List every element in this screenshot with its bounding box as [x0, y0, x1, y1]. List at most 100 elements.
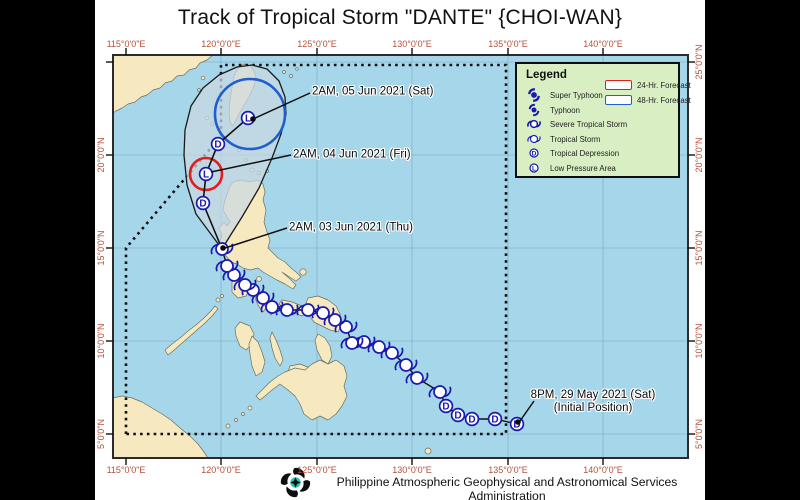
forecast-label: 48-Hr. Forecast: [637, 95, 691, 105]
annotation-fcst-24hr: 2AM, 04 Jun 2021 (Fri): [293, 148, 411, 161]
legend-item-tropical-storm: Tropical Storm: [517, 131, 677, 146]
cebu: [269, 331, 284, 367]
par-dotted-line: [124, 63, 508, 436]
legend-item-typhoon: Typhoon: [517, 103, 677, 117]
legend-forecast-24hr: 24-Hr. Forecast: [605, 80, 691, 92]
legend-item-tropical-depression: Tropical Depression: [517, 146, 677, 160]
svg-text:D: D: [214, 140, 221, 151]
low-pressure-area-icon: [529, 162, 539, 173]
forecast-circles: [188, 77, 287, 192]
axis-label: 15°0'0"N: [694, 230, 704, 266]
palawan: [164, 305, 219, 356]
axis-label: 135°0'0"E: [488, 39, 528, 49]
mindanao: [255, 359, 348, 421]
forecast-circle-24hr: [188, 156, 224, 192]
track-point-d-symbol: D: [487, 411, 503, 427]
track-point-d-symbol: D: [464, 411, 480, 427]
sulu-island: [234, 418, 238, 422]
axis-label: 115°0'0"E: [106, 465, 146, 475]
axis-label: 5°0'0"N: [694, 418, 704, 450]
axis-label: 120°0'0"E: [201, 39, 241, 49]
axis-label: 15°0'0"N: [96, 230, 106, 266]
axis-label: 20°0'0"N: [96, 137, 106, 173]
svg-text:D: D: [491, 415, 498, 426]
axis-label: 130°0'0"E: [392, 39, 432, 49]
leader-line-fcst-48hr: [252, 92, 311, 120]
axis-label: 140°0'0"E: [583, 465, 623, 475]
legend-title: Legend: [526, 69, 567, 81]
super-typhoon-icon: [528, 88, 540, 102]
sulu-island: [247, 405, 253, 411]
tropical-depression-icon: [529, 148, 539, 158]
legend-item-super-typhoon: Super Typhoon: [517, 88, 677, 102]
leader-line-landfall: [224, 227, 288, 249]
axis-label: 130°0'0"E: [392, 465, 432, 475]
axis-label: 25°0'0"N: [694, 44, 704, 80]
svg-text:D: D: [442, 402, 449, 413]
annotation-leader-lines: [210, 92, 535, 422]
svg-text:D: D: [468, 415, 475, 426]
axis-ticks: [106, 48, 695, 465]
legend-item-label: Low Pressure Area: [550, 163, 616, 173]
axis-label: 140°0'0"E: [583, 39, 623, 49]
track-point-d-symbol: D: [438, 398, 454, 414]
par-boundary: [124, 63, 508, 436]
annotation-landfall: 2AM, 03 Jun 2021 (Thu): [289, 221, 414, 234]
legend-item-label: Tropical Storm: [550, 134, 601, 144]
agency-name: Philippine Atmospheric Geophysical and A…: [336, 475, 678, 500]
ryukyu-island: [282, 70, 286, 74]
negros: [248, 335, 266, 377]
sulu-island: [241, 412, 245, 416]
legend-item-severe-tropical-storm: Severe Tropical Storm: [517, 117, 677, 131]
coastal-island: [197, 88, 201, 92]
legend-item-label: Severe Tropical Storm: [550, 120, 628, 129]
pagasa-logo-icon: [280, 467, 311, 498]
axis-label: 120°0'0"E: [201, 465, 241, 475]
typhoon-icon: [528, 103, 540, 116]
legend-item-label: Super Typhoon: [550, 91, 603, 100]
forecast-swatch-icon: [605, 94, 632, 105]
footer: Philippine Atmospheric Geophysical and A…: [95, 466, 705, 500]
legend-item-low-pressure-area: Low Pressure Area: [517, 161, 677, 175]
forecast-label: 24-Hr. Forecast: [637, 81, 691, 90]
track-position-dot: [220, 245, 226, 251]
forecast-swatch-icon: [605, 80, 632, 90]
marinduque: [256, 276, 262, 282]
catanduanes: [299, 268, 307, 276]
axis-label: 5°0'0"N: [96, 418, 106, 450]
leader-line-initial: [519, 400, 535, 422]
axis-label: 115°0'0"E: [106, 39, 146, 49]
calamian-island: [220, 294, 224, 298]
track-point-d-symbol: D: [450, 407, 466, 423]
svg-text:L: L: [203, 170, 209, 181]
ryukyu-island: [295, 67, 299, 71]
axis-label: 125°0'0"E: [297, 465, 337, 475]
axis-label: 10°0'0"N: [694, 323, 704, 359]
svg-text:L: L: [245, 114, 251, 125]
page-title: Track of Tropical Storm "DANTE" {CHOI-WA…: [177, 6, 623, 29]
legend-forecast-48hr: 48-Hr. Forecast: [605, 94, 691, 107]
legend-item-label: Tropical Depression: [550, 149, 620, 158]
svg-text:D: D: [454, 411, 461, 422]
axis-label: 125°0'0"E: [297, 39, 337, 49]
axis-label: 10°0'0"N: [96, 323, 106, 359]
svg-text:D: D: [199, 199, 206, 210]
track-position-dot: [515, 419, 521, 425]
svg-text:D: D: [513, 420, 520, 431]
calamian-island: [215, 297, 221, 303]
forecast-circle-48hr: [213, 77, 287, 151]
track-point-d-symbol: D: [210, 136, 226, 152]
coastal-island: [200, 75, 206, 81]
map-frame: [112, 54, 689, 459]
legend: Legend Super Typhoon Typhoon Severe Tropic…: [515, 62, 691, 178]
legend-item-label: Typhoon: [550, 105, 580, 115]
axis-label: 135°0'0"E: [488, 465, 528, 475]
china-coast: [113, 55, 214, 114]
annotation-initial: 8PM, 29 May 2021 (Sat) (Initial Position): [530, 389, 656, 414]
track-point-d-symbol: D: [195, 195, 211, 211]
tropical-storm-icon: [527, 131, 541, 146]
track-point-l-symbol: L: [198, 166, 214, 182]
